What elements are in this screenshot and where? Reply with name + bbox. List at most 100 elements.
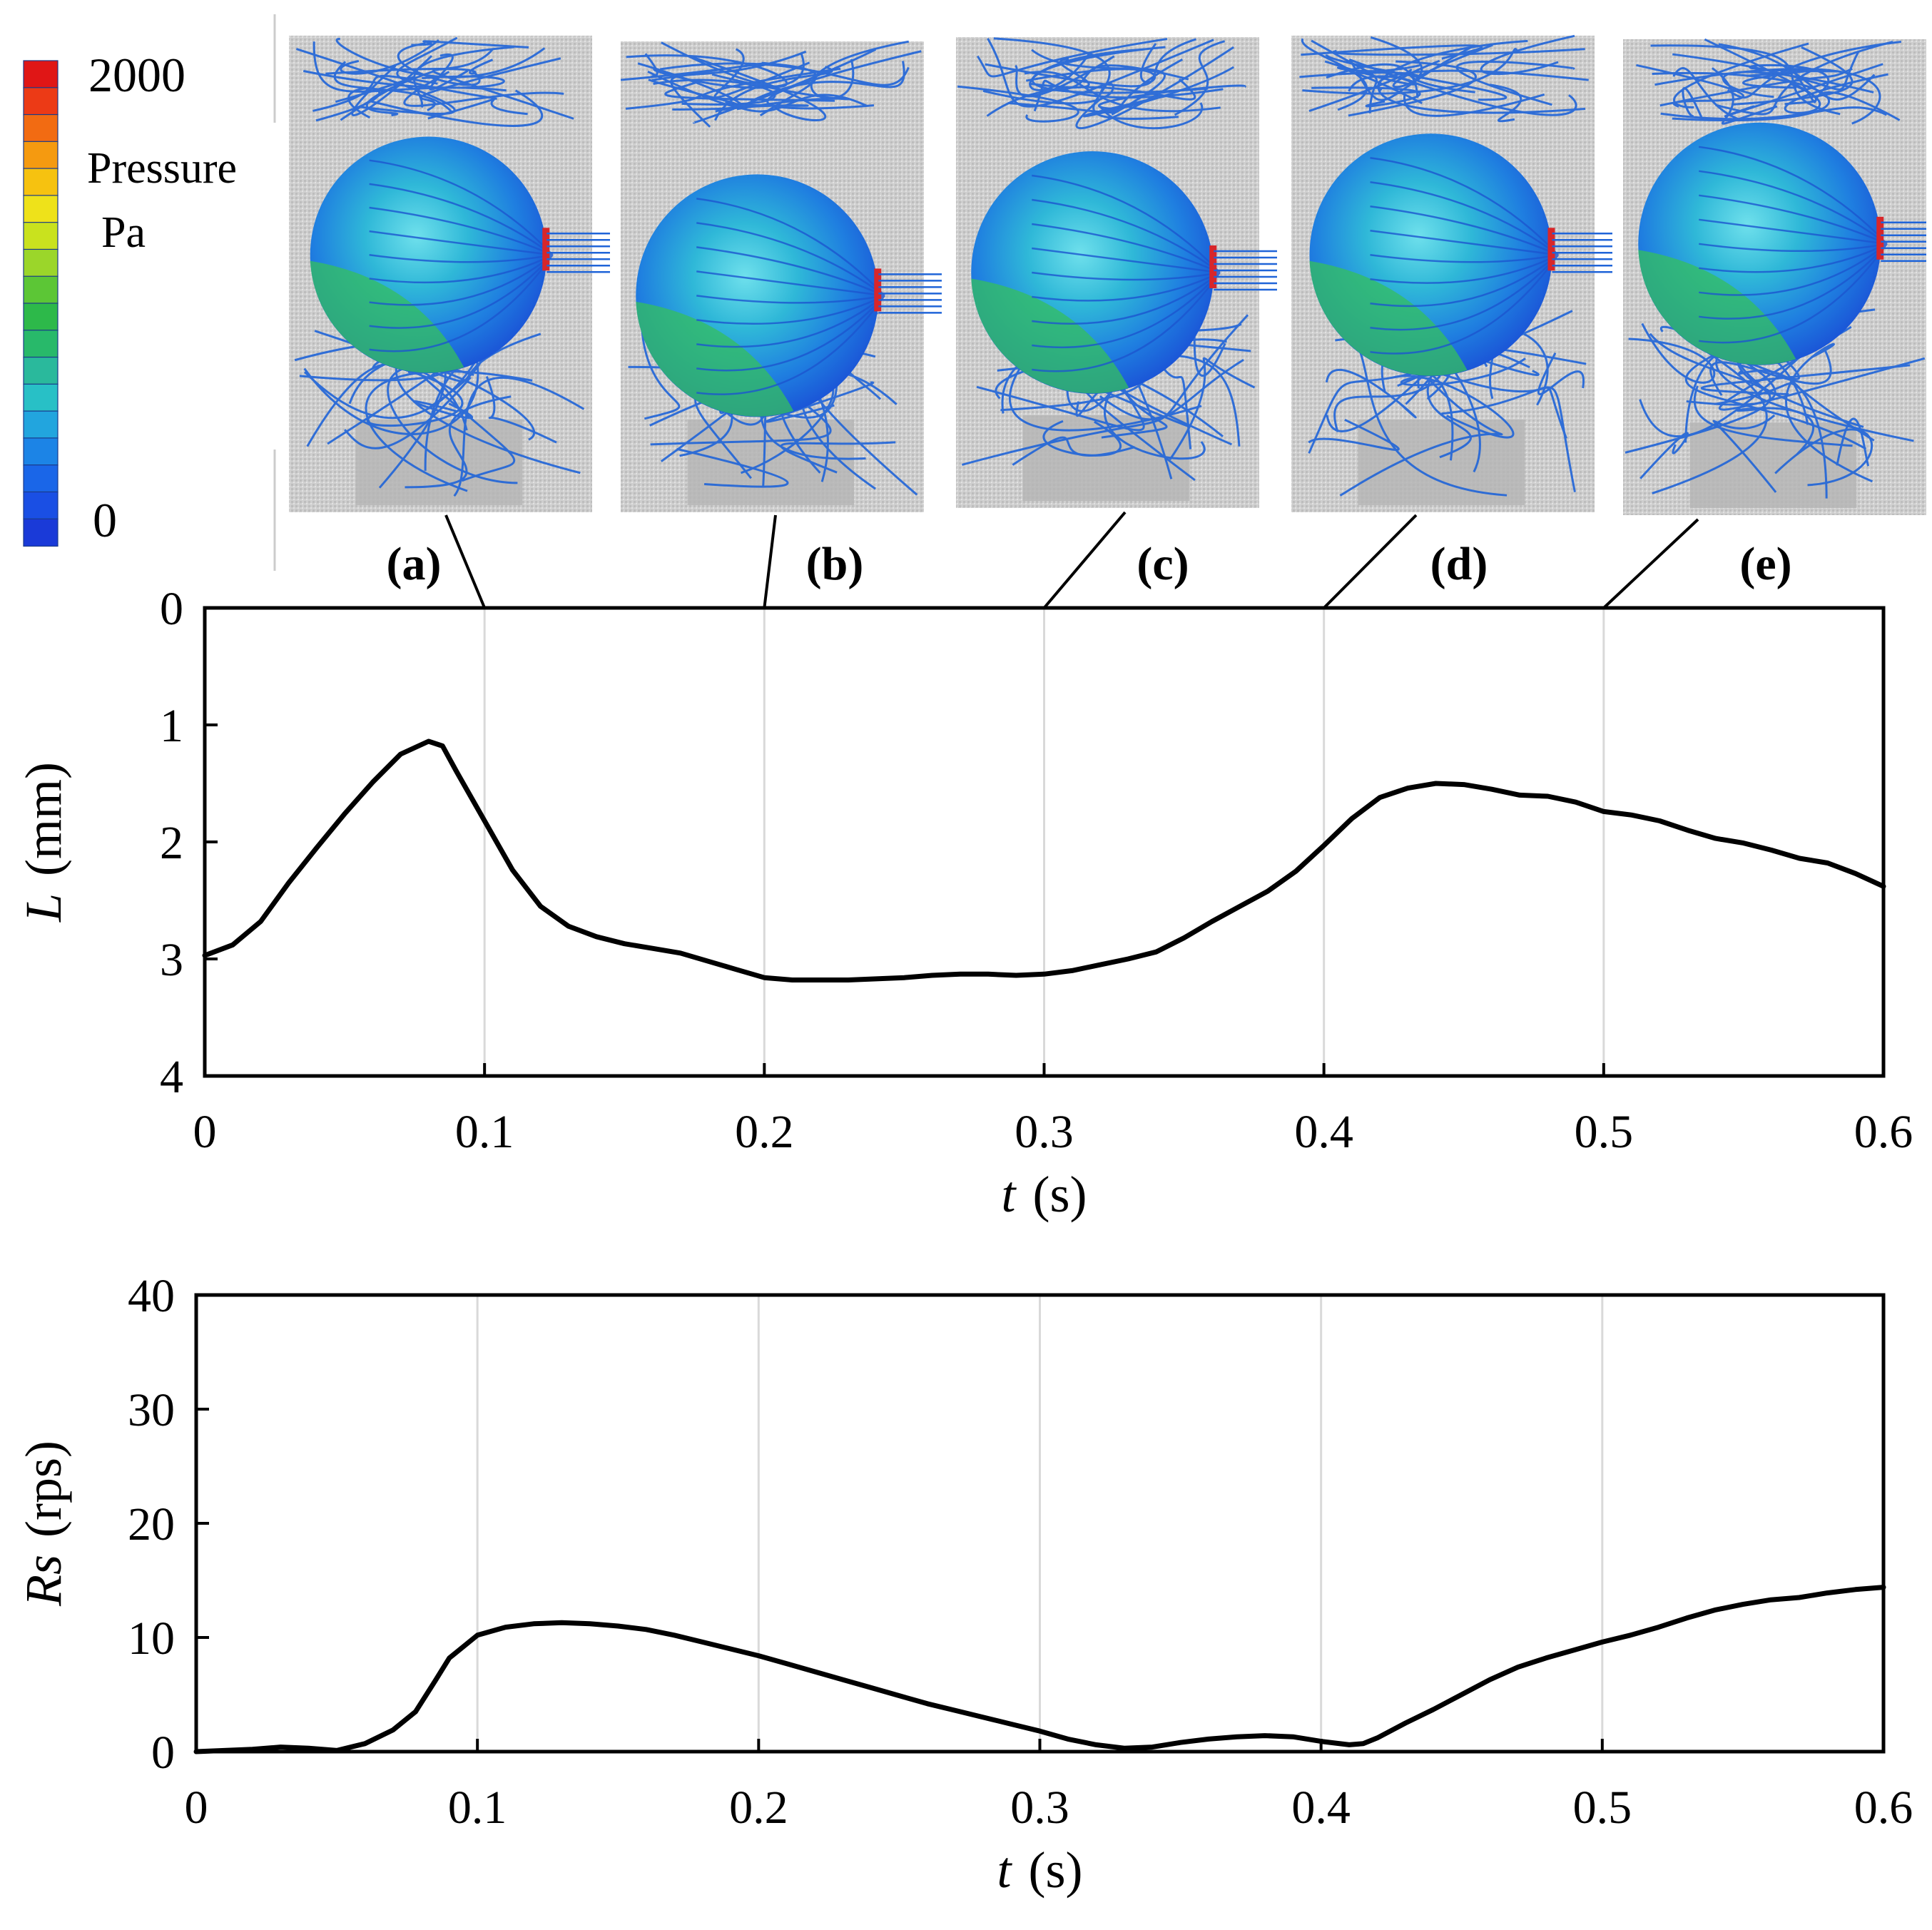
- surface-streamline: [1699, 146, 1888, 245]
- y-tick-label: 0: [160, 583, 183, 635]
- streamline: [660, 62, 910, 86]
- surface-streamline: [1032, 272, 1221, 325]
- surface-streamline: [1370, 254, 1560, 355]
- streamline: [411, 40, 529, 49]
- surface-streamline: [369, 254, 554, 329]
- streamline: [412, 400, 474, 420]
- surface-streamline: [696, 222, 885, 297]
- surface-streamline: [369, 230, 553, 256]
- streamline: [1098, 84, 1246, 111]
- chart-rs-vs-t: 0 0.1 0.2 0.3 0.4 0.5 0.6 0 10 20 30 40 t (s) Rs (rps): [15, 1270, 1913, 1899]
- streamline: [1441, 386, 1576, 492]
- colorbar-segment: [23, 518, 59, 547]
- streamline: [670, 50, 807, 128]
- streamline: [1719, 325, 1926, 411]
- y-axis-symbol: L: [15, 893, 72, 923]
- surface-streamline: [696, 295, 885, 348]
- colorbar-segment: [23, 168, 59, 196]
- colorbar-segment: [23, 330, 59, 358]
- x-axis-unit: (s): [1029, 1842, 1083, 1899]
- streamline: [1727, 40, 1902, 99]
- colorbar-segment: [23, 60, 59, 88]
- streamline: [366, 364, 464, 427]
- streamline: [1042, 420, 1122, 457]
- snapshot-panel: [289, 36, 610, 512]
- streamline: [1749, 64, 1837, 94]
- streamline: [1325, 368, 1417, 419]
- surface-streamline: [696, 246, 885, 297]
- snapshot-leader-line: [1323, 514, 1418, 609]
- streamline: [1715, 41, 1893, 116]
- colorbar-segment: [23, 141, 59, 170]
- streamline: [1311, 86, 1421, 108]
- surface-streamline: [1370, 157, 1559, 256]
- y-tick-label: 1: [160, 700, 183, 752]
- streamline: [1639, 432, 1689, 479]
- surface-streamline: [1699, 194, 1888, 245]
- x-tick-label: 0.4: [1294, 1106, 1353, 1158]
- streamline: [641, 330, 681, 420]
- streamline: [1718, 43, 1876, 101]
- sphere-pressure-band: [1638, 250, 1796, 365]
- streamline: [810, 40, 910, 100]
- streamline: [689, 55, 827, 122]
- colorbar-segment: [23, 464, 59, 493]
- streamline: [1325, 54, 1508, 101]
- streamline: [1336, 64, 1423, 105]
- surface-streamline: [1032, 272, 1221, 348]
- surface-streamline: [1032, 198, 1221, 274]
- streamline: [1625, 332, 1771, 454]
- surface-streamline: [1370, 230, 1559, 256]
- x-tick-label: 0.1: [448, 1782, 507, 1834]
- y-tick-label: 30: [128, 1384, 175, 1436]
- y-axis-label: L (mm): [15, 762, 72, 923]
- streamline: [333, 61, 454, 114]
- y-tick-label: 3: [160, 934, 183, 986]
- streamline: [1403, 93, 1545, 117]
- x-axis-symbol: t: [1002, 1166, 1017, 1223]
- x-tick-label: 0.1: [455, 1106, 514, 1158]
- surface-streamline: [1032, 272, 1221, 372]
- streamline: [1370, 36, 1440, 88]
- sphere-pressure-band: [636, 301, 794, 417]
- streamline: [370, 89, 544, 127]
- streamline: [1024, 71, 1221, 113]
- surface-streamline: [1370, 254, 1559, 331]
- surface-streamline: [1370, 254, 1559, 263]
- streamline: [335, 37, 546, 78]
- streamline: [396, 36, 497, 100]
- surface-streamline: [369, 254, 554, 306]
- jet-lines: [546, 233, 610, 273]
- streamline: [1712, 67, 1778, 125]
- jet-contact-high-pressure: [874, 268, 882, 312]
- streamline: [692, 48, 877, 124]
- y-tick-label: 20: [128, 1498, 175, 1550]
- surface-streamline: [696, 270, 885, 297]
- streamline: [1007, 59, 1184, 114]
- surface-streamline: [1699, 243, 1888, 273]
- streamline: [1480, 34, 1575, 76]
- streamline: [1308, 418, 1400, 451]
- colorbar-segment: [23, 303, 59, 331]
- y-axis-symbol: Rs: [15, 1555, 72, 1607]
- streamline: [1008, 334, 1202, 432]
- surface-streamline: [696, 295, 885, 372]
- streamline: [1700, 364, 1911, 396]
- colorbar-segment: [23, 491, 59, 520]
- colorbar-title: Pressure: [87, 144, 237, 193]
- streamline: [1684, 353, 1867, 450]
- snapshot-label: (e): [1739, 538, 1791, 590]
- surface-streamline: [1032, 223, 1221, 274]
- streamline: [1033, 79, 1224, 112]
- streamline: [986, 78, 1196, 117]
- sphere-pressure-band: [310, 260, 464, 373]
- streamline: [1301, 44, 1483, 60]
- sphere-pressure-band: [1309, 260, 1468, 376]
- y-tick-label: 2: [160, 817, 183, 869]
- surface-streamline: [369, 159, 554, 256]
- surface-streamline: [696, 295, 885, 304]
- colorbar-segment: [23, 383, 59, 412]
- jet-lines: [1214, 250, 1277, 291]
- snapshot-leader-line: [1042, 511, 1127, 609]
